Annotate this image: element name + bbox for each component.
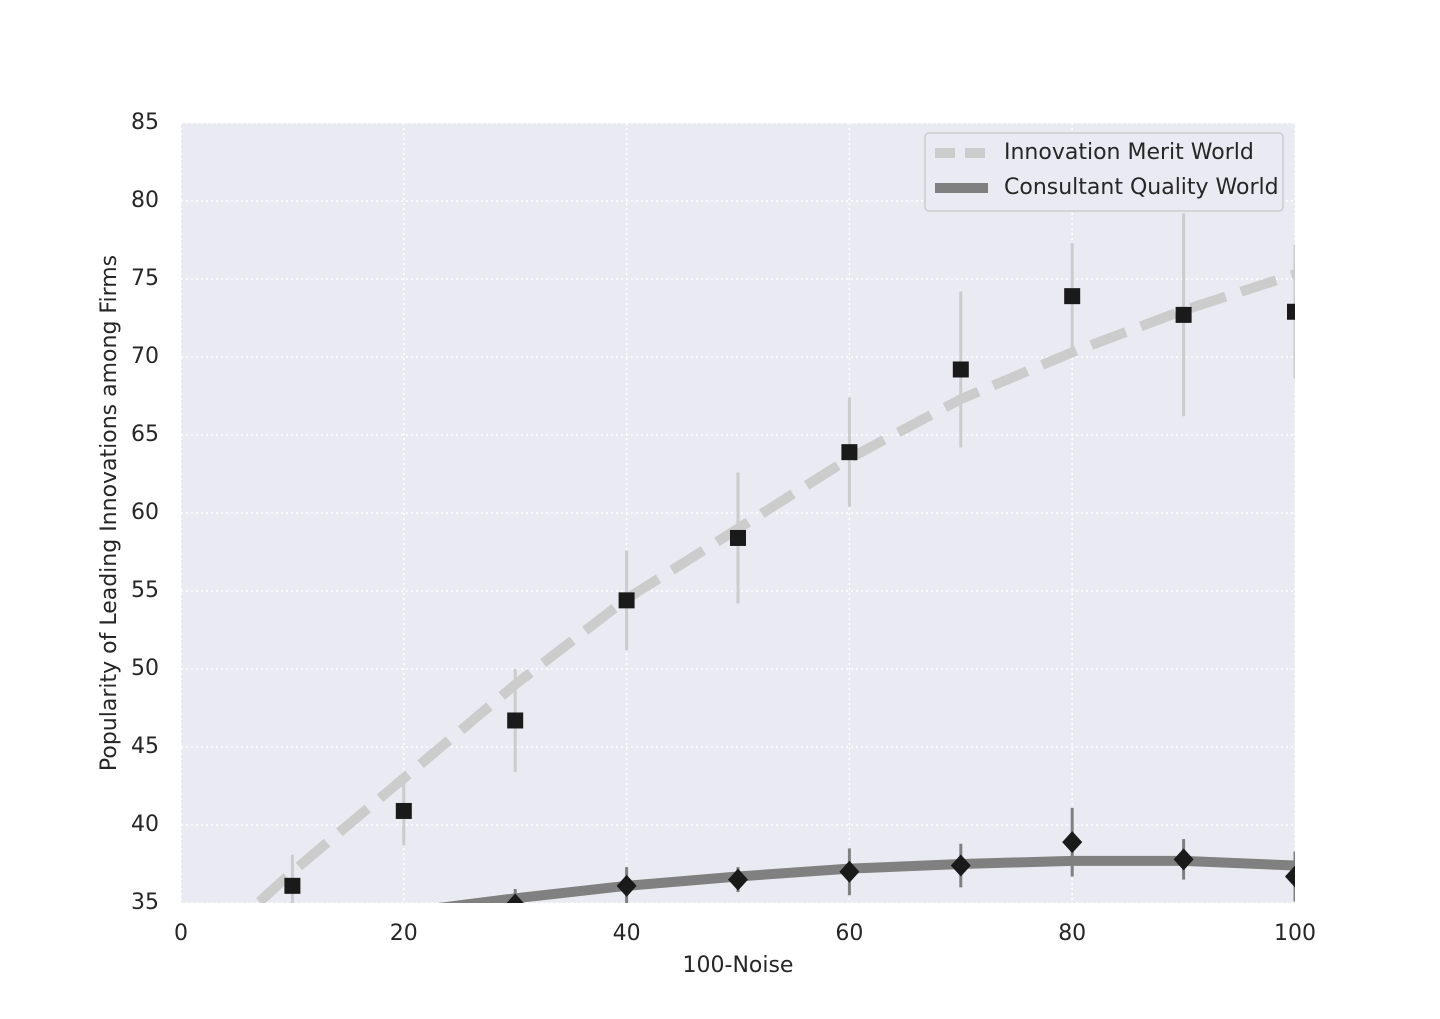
point — [616, 874, 637, 897]
point — [507, 712, 524, 729]
x-tick-label: 100 — [1274, 921, 1316, 946]
x-tick-label: 20 — [390, 921, 418, 946]
x-tick-label: 40 — [613, 921, 641, 946]
x-tick-label: 80 — [1058, 921, 1086, 946]
y-tick-label: 50 — [131, 656, 159, 681]
point — [841, 444, 858, 461]
point — [618, 592, 635, 609]
point — [284, 877, 301, 894]
point — [730, 529, 746, 546]
x-tick-label: 0 — [174, 921, 188, 946]
y-tick-label: 70 — [131, 344, 159, 369]
point — [1173, 848, 1194, 871]
y-tick-label: 60 — [131, 500, 159, 525]
point — [950, 854, 971, 877]
y-tick-label: 35 — [131, 890, 159, 915]
point — [1287, 303, 1295, 320]
y-tick-label: 65 — [131, 422, 159, 447]
y-tick-label: 55 — [131, 578, 159, 603]
point — [395, 802, 412, 819]
legend-label: Innovation Merit World — [1004, 140, 1254, 165]
y-tick-label: 85 — [131, 110, 159, 135]
legend-box — [924, 132, 1284, 212]
y-tick-label: 45 — [131, 734, 159, 759]
y-tick-label: 80 — [131, 188, 159, 213]
point — [1064, 288, 1081, 305]
x-tick-label: 60 — [835, 921, 863, 946]
point — [952, 361, 969, 378]
legend-label: Consultant Quality World — [1004, 175, 1279, 200]
point — [728, 868, 748, 891]
point — [1062, 831, 1083, 854]
y-tick-label: 75 — [131, 266, 159, 291]
point — [1285, 865, 1295, 888]
x-axis-label: 100-Noise — [683, 953, 794, 978]
y-tick-label: 40 — [131, 812, 159, 837]
point — [506, 893, 524, 903]
y-axis-label: Popularity of Leading Innovations among … — [97, 255, 122, 771]
point — [1175, 306, 1192, 323]
point — [839, 860, 860, 883]
